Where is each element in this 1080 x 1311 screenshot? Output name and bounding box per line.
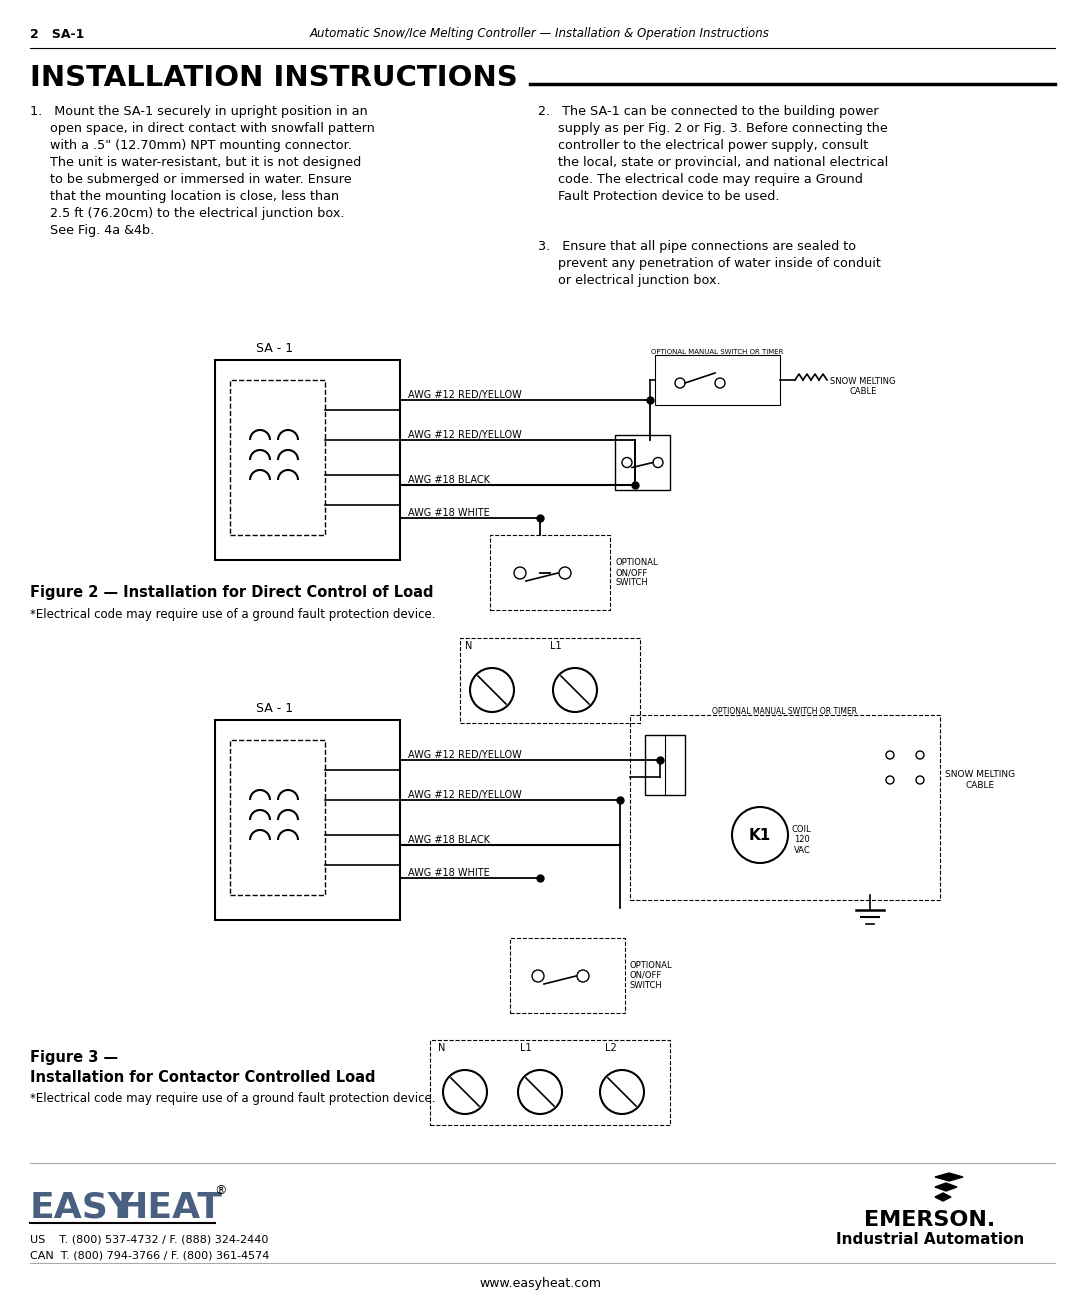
Text: AWG #18 BLACK: AWG #18 BLACK [408,835,490,846]
Circle shape [470,669,514,712]
Text: L1: L1 [550,641,562,652]
Text: SNOW MELTING
CABLE: SNOW MELTING CABLE [945,771,1015,789]
Text: N: N [465,641,472,652]
Text: OPTIONAL
ON/OFF
SWITCH: OPTIONAL ON/OFF SWITCH [615,557,658,587]
Text: US    T. (800) 537-4732 / F. (888) 324-2440: US T. (800) 537-4732 / F. (888) 324-2440 [30,1235,268,1245]
Text: 1.   Mount the SA-1 securely in upright position in an
     open space, in direc: 1. Mount the SA-1 securely in upright po… [30,105,375,237]
Text: CAN  T. (800) 794-3766 / F. (800) 361-4574: CAN T. (800) 794-3766 / F. (800) 361-457… [30,1251,269,1261]
Circle shape [886,751,894,759]
Bar [630,714,940,899]
Bar [490,535,610,610]
Circle shape [886,776,894,784]
Bar [430,1040,670,1125]
Circle shape [622,458,632,468]
Circle shape [518,1070,562,1114]
Text: SA - 1: SA - 1 [256,341,294,354]
Bar [615,435,670,490]
Text: N: N [438,1044,445,1053]
Text: Automatic Snow/Ice Melting Controller — Installation & Operation Instructions: Automatic Snow/Ice Melting Controller — … [310,28,770,41]
Circle shape [715,378,725,388]
Text: AWG #18 BLACK: AWG #18 BLACK [408,475,490,485]
Text: L1: L1 [519,1044,531,1053]
Bar [654,355,780,405]
Circle shape [443,1070,487,1114]
Text: 2.   The SA-1 can be connected to the building power
     supply as per Fig. 2 o: 2. The SA-1 can be connected to the buil… [538,105,888,203]
Polygon shape [935,1183,957,1190]
Text: 2   SA-1: 2 SA-1 [30,28,84,41]
Text: AWG #12 RED/YELLOW: AWG #12 RED/YELLOW [408,791,522,800]
Circle shape [916,751,924,759]
Bar [645,735,685,794]
Text: AWG #12 RED/YELLOW: AWG #12 RED/YELLOW [408,430,522,440]
Text: Figure 3 —: Figure 3 — [30,1050,118,1065]
Text: www.easyheat.com: www.easyheat.com [480,1277,600,1290]
Circle shape [675,378,685,388]
Text: AWG #12 RED/YELLOW: AWG #12 RED/YELLOW [408,750,522,760]
Circle shape [532,970,544,982]
Text: AWG #12 RED/YELLOW: AWG #12 RED/YELLOW [408,389,522,400]
Circle shape [514,566,526,579]
Polygon shape [935,1173,963,1181]
Text: Figure 2 — Installation for Direct Control of Load: Figure 2 — Installation for Direct Contr… [30,585,433,600]
Circle shape [553,669,597,712]
Text: Installation for Contactor Controlled Load: Installation for Contactor Controlled Lo… [30,1070,376,1086]
Text: SNOW MELTING
CABLE: SNOW MELTING CABLE [831,378,895,396]
Text: *Electrical code may require use of a ground fault protection device.: *Electrical code may require use of a gr… [30,608,435,621]
Bar [510,937,625,1013]
Text: SA - 1: SA - 1 [256,701,294,714]
Text: L2: L2 [605,1044,617,1053]
Text: ®: ® [214,1185,227,1197]
Text: K1: K1 [748,827,771,843]
Text: 3.   Ensure that all pipe connections are sealed to
     prevent any penetration: 3. Ensure that all pipe connections are … [538,240,881,287]
Text: *Electrical code may require use of a ground fault protection device.: *Electrical code may require use of a gr… [30,1092,435,1105]
Circle shape [577,970,589,982]
Circle shape [653,458,663,468]
Text: INSTALLATION INSTRUCTIONS: INSTALLATION INSTRUCTIONS [30,64,517,92]
Text: COIL
120
VAC: COIL 120 VAC [792,825,812,855]
Text: OPTIONAL MANUAL SWITCH OR TIMER: OPTIONAL MANUAL SWITCH OR TIMER [651,349,784,355]
Circle shape [600,1070,644,1114]
Text: AWG #18 WHITE: AWG #18 WHITE [408,868,489,878]
Bar [215,720,400,920]
Circle shape [732,808,788,863]
Bar [230,380,325,535]
Polygon shape [935,1193,951,1201]
Bar [460,638,640,722]
Text: OPTIONAL
ON/OFF
SWITCH: OPTIONAL ON/OFF SWITCH [630,961,673,990]
Circle shape [916,776,924,784]
Text: EMERSON.: EMERSON. [864,1210,996,1230]
Text: Industrial Automation: Industrial Automation [836,1232,1024,1248]
Text: HEAT: HEAT [118,1190,222,1224]
Circle shape [559,566,571,579]
Text: AWG #18 WHITE: AWG #18 WHITE [408,507,489,518]
Text: EASY: EASY [30,1190,135,1224]
Bar [215,361,400,560]
Text: OPTIONAL MANUAL SWITCH OR TIMER: OPTIONAL MANUAL SWITCH OR TIMER [713,708,858,717]
Bar [230,739,325,895]
